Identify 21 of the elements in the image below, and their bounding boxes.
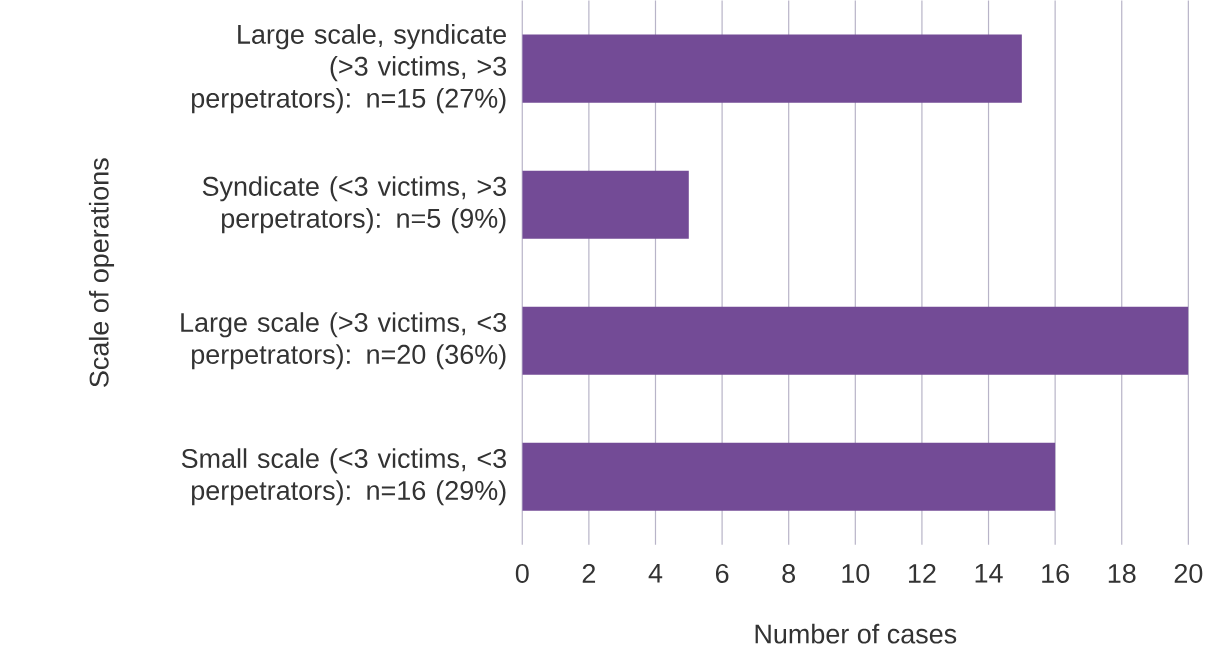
x-tick-label: 12 (908, 564, 936, 583)
bar (522, 170, 689, 239)
x-tick-label: 14 (975, 564, 1003, 583)
y-tick-label: Large scale (>3 victims, <3 perpetrators): n=20 (36%) (181, 312, 506, 370)
x-tick-label: 10 (842, 564, 870, 584)
y-tick-label: Large scale, syndicate (>3 victims, >3 perpetrators): n=15 (27%) (191, 24, 507, 114)
y-axis-title: Scale of operations (88, 158, 115, 388)
x-tick-label: 6 (715, 564, 729, 584)
x-tick-label: 2 (582, 564, 596, 583)
y-tick-label: Small scale (<3 victims, <3 perpetrators): n=16 (29%) (181, 448, 507, 506)
bar (522, 34, 1022, 103)
bar (522, 306, 1189, 375)
bar (522, 442, 1056, 511)
x-tick-label: 20 (1174, 564, 1203, 584)
x-tick-label: 4 (648, 564, 663, 583)
x-tick-label: 0 (515, 564, 529, 584)
x-tick-label: 8 (782, 564, 796, 584)
x-tick-label: 16 (1042, 564, 1069, 584)
x-tick-label: 18 (1108, 564, 1136, 584)
y-tick-label: Syndicate (<3 victims, >3 perpetrators): n=5 (9%) (202, 176, 506, 234)
x-axis-title: Number of cases (755, 623, 957, 644)
